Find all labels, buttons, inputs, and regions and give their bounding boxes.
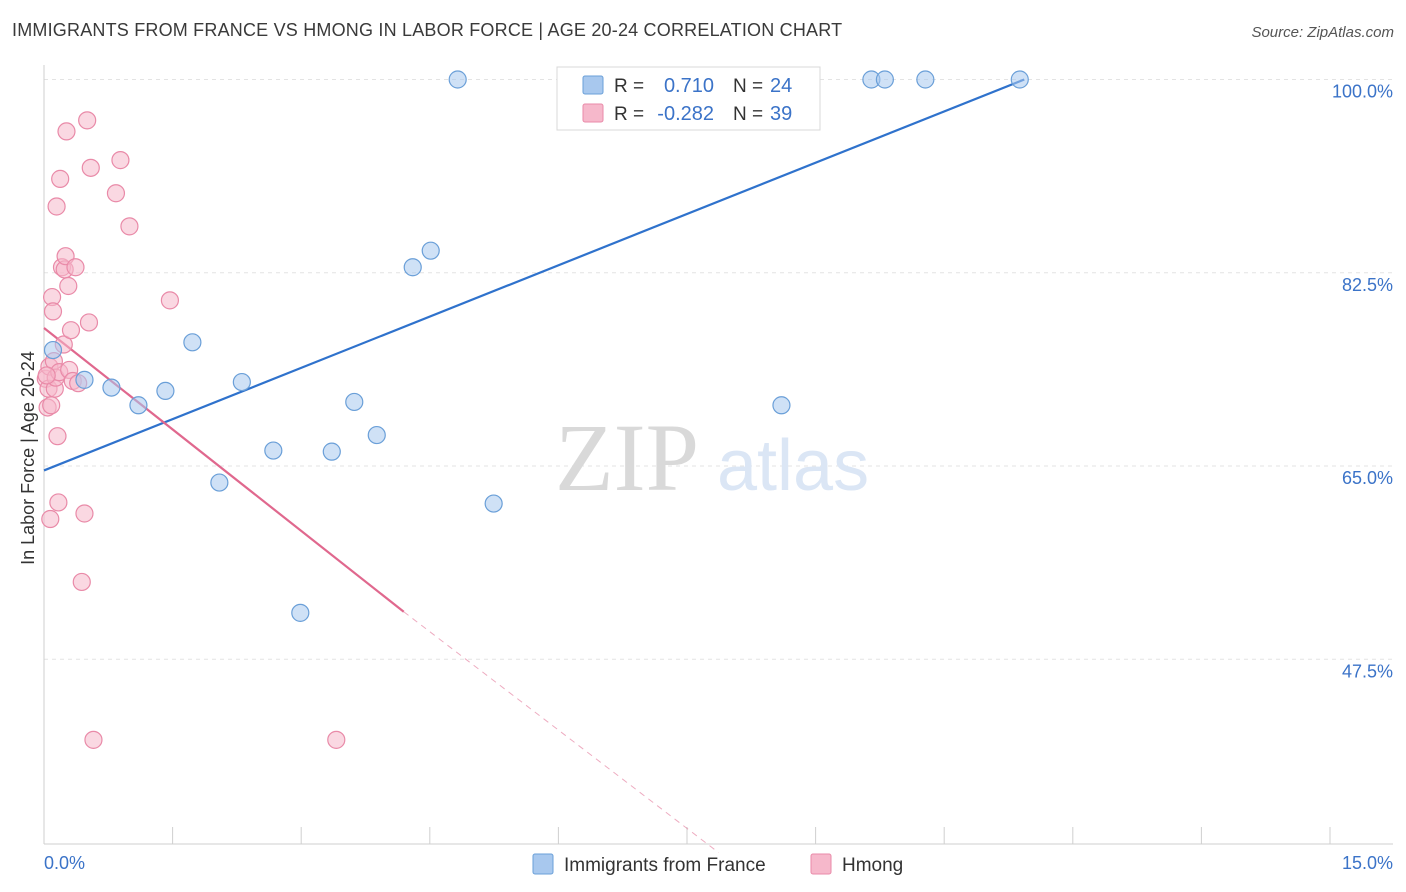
point-1-27	[72, 572, 91, 592]
legend-r-value-hmong: -0.282	[657, 103, 714, 125]
point-0-8	[264, 441, 283, 460]
point-1-28	[75, 504, 94, 523]
point-1-21	[59, 276, 78, 296]
point-0-12	[367, 425, 386, 445]
x-tick-label-1: 15.0%	[1342, 853, 1393, 873]
point-1-13	[49, 493, 68, 512]
point-1-31	[81, 158, 100, 177]
point-0-5	[183, 333, 202, 352]
trend-line-ext-1	[403, 611, 719, 853]
point-1-34	[111, 151, 130, 170]
point-0-19	[772, 396, 791, 415]
point-1-12	[48, 427, 67, 446]
watermark: ZIP atlas	[555, 404, 869, 511]
y-tick-label-3: 100.0%	[1332, 82, 1393, 102]
legend-r-label-france: R =	[614, 76, 644, 97]
y-tick-label-1: 65.0%	[1342, 468, 1393, 488]
y-tick-labels: 47.5% 65.0% 82.5% 100.0%	[1332, 82, 1393, 682]
point-0-22	[916, 70, 935, 89]
point-0-9	[291, 603, 310, 622]
point-1-30	[79, 313, 99, 332]
stats-legend: R = 0.710 N = 24 R = -0.282 N = 39	[556, 66, 821, 131]
point-0-11	[345, 392, 364, 412]
trend-line-0	[43, 78, 1025, 472]
point-0-3	[129, 396, 148, 415]
legend-swatch-france	[582, 75, 604, 95]
point-1-15	[51, 169, 70, 188]
grid-lines	[44, 79, 1393, 660]
point-1-20	[57, 122, 76, 141]
point-1-36	[160, 291, 180, 310]
x-tick-labels: 0.0% 15.0%	[44, 853, 1393, 873]
legend-swatch-hmong	[582, 103, 604, 123]
point-1-25	[66, 258, 85, 277]
data-points	[36, 70, 1029, 749]
trend-line-1	[43, 327, 405, 613]
trend-lines	[43, 78, 1025, 853]
point-0-2	[102, 378, 121, 397]
point-0-13	[403, 258, 422, 277]
point-0-6	[210, 473, 229, 492]
watermark-zip: ZIP	[555, 404, 699, 511]
legend-r-label-hmong: R =	[614, 104, 644, 125]
point-0-21	[875, 70, 894, 89]
y-tick-label-0: 47.5%	[1342, 661, 1393, 681]
axes	[43, 65, 1393, 845]
point-0-10	[322, 442, 341, 461]
point-1-11	[47, 197, 66, 216]
point-0-1	[75, 370, 94, 389]
bottom-legend-swatch-france	[532, 853, 554, 875]
point-0-15	[448, 70, 467, 89]
point-0-14	[421, 241, 440, 260]
point-0-7	[232, 372, 251, 392]
legend-n-value-hmong: 39	[770, 103, 792, 125]
legend-n-label-hmong: N =	[733, 104, 763, 125]
watermark-atlas: atlas	[717, 426, 869, 506]
legend-n-label-france: N =	[733, 76, 763, 97]
point-1-4	[41, 509, 60, 529]
point-0-0	[43, 340, 63, 360]
point-1-29	[78, 111, 97, 130]
point-1-35	[120, 217, 139, 236]
legend-n-value-france: 24	[770, 75, 792, 97]
point-1-7	[43, 302, 63, 321]
y-tick-label-2: 82.5%	[1342, 275, 1393, 295]
point-1-32	[84, 730, 103, 749]
bottom-legend-label-hmong: Hmong	[842, 855, 903, 876]
chart-title: IMMIGRANTS FROM FRANCE VS HMONG IN LABOR…	[12, 20, 843, 40]
bottom-legend-swatch-hmong	[810, 853, 832, 875]
y-axis-label: In Labor Force | Age 20-24	[18, 351, 38, 565]
point-1-33	[106, 184, 126, 203]
bottom-legend-label-france: Immigrants from France	[564, 855, 766, 876]
point-1-5	[42, 396, 61, 415]
series-legend: Immigrants from France Hmong	[532, 853, 903, 876]
chart-source: Source: ZipAtlas.com	[1251, 24, 1394, 41]
point-0-4	[156, 381, 175, 401]
x-tick-label-0: 0.0%	[44, 853, 85, 873]
point-0-23	[1010, 70, 1029, 89]
point-0-16	[484, 494, 503, 513]
point-1-23	[61, 321, 81, 340]
point-1-37	[327, 730, 346, 749]
point-1-38	[37, 366, 56, 385]
legend-r-value-france: 0.710	[664, 75, 714, 97]
